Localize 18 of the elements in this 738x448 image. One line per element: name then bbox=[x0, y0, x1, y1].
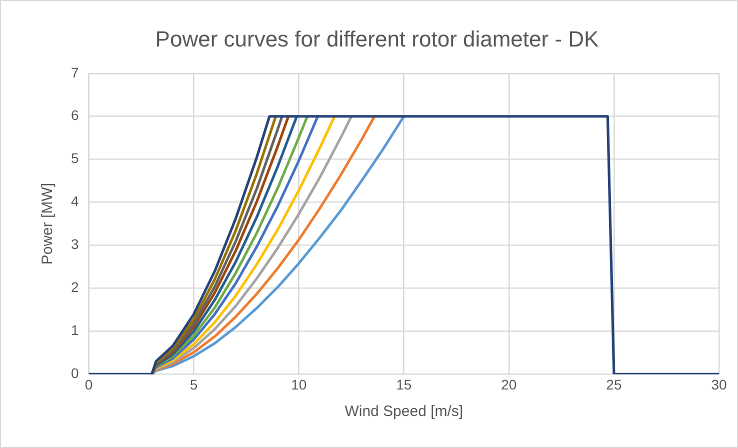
y-tick-label: 7 bbox=[70, 64, 79, 80]
x-tick-label: 10 bbox=[291, 376, 307, 392]
y-tick-label: 0 bbox=[70, 365, 79, 382]
x-tick-label: 30 bbox=[711, 376, 727, 392]
x-tick-label: 15 bbox=[396, 376, 412, 392]
chart-title: Power curves for different rotor diameter - DK bbox=[155, 26, 600, 52]
y-tick-label: 1 bbox=[70, 322, 79, 338]
y-tick-label: 5 bbox=[70, 150, 79, 166]
x-axis-title: Wind Speed [m/s] bbox=[344, 403, 464, 420]
y-tick-label: 4 bbox=[70, 193, 79, 210]
y-axis-title: Power [MW] bbox=[39, 182, 56, 265]
x-tick-label: 5 bbox=[190, 376, 198, 392]
y-tick-label: 2 bbox=[70, 279, 79, 296]
x-tick-label: 0 bbox=[84, 376, 93, 392]
x-tick-label: 25 bbox=[606, 376, 622, 392]
y-tick-label: 6 bbox=[70, 107, 79, 124]
y-tick-label: 3 bbox=[70, 236, 79, 252]
x-tick-label: 20 bbox=[501, 376, 517, 392]
